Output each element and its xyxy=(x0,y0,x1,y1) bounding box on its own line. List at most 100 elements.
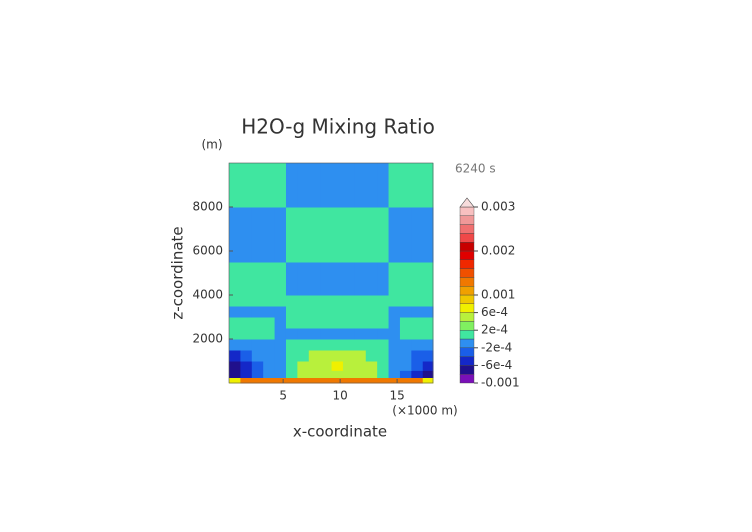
contour-cell xyxy=(297,350,310,362)
contour-cell xyxy=(365,185,378,197)
contour-cell xyxy=(320,377,333,384)
contour-cell xyxy=(274,273,287,285)
contour-cell xyxy=(229,229,241,241)
contour-cell xyxy=(320,306,333,318)
colorbar-band xyxy=(459,259,475,269)
contour-cell xyxy=(422,361,434,371)
contour-cell xyxy=(365,361,378,371)
contour-cell xyxy=(285,317,298,329)
contour-cell xyxy=(229,174,241,186)
contour-cell xyxy=(411,361,424,371)
colorbar-band xyxy=(459,365,475,375)
contour-cell xyxy=(399,207,412,219)
colorbar-band xyxy=(459,215,475,225)
contour-cell xyxy=(388,273,401,285)
x-tick-label: 5 xyxy=(279,389,287,403)
contour-cell xyxy=(297,284,310,296)
contour-cell xyxy=(377,306,390,318)
contour-cell xyxy=(263,218,276,230)
contour-cell xyxy=(399,350,412,362)
contour-cell xyxy=(229,377,241,384)
contour-cell xyxy=(399,196,412,208)
contour-cell xyxy=(422,185,434,197)
contour-cell xyxy=(331,339,344,351)
contour-cell xyxy=(274,317,287,329)
contour-cell xyxy=(377,196,390,208)
contour-cell xyxy=(354,284,367,296)
contour-cell xyxy=(342,273,355,285)
contour-cell xyxy=(377,317,390,329)
contour-cell xyxy=(388,295,401,307)
contour-cell xyxy=(342,339,355,351)
contour-cell xyxy=(274,350,287,362)
contour-cell xyxy=(342,163,355,175)
contour-cell xyxy=(354,207,367,219)
contour-cell xyxy=(274,306,287,318)
contour-cell xyxy=(388,229,401,241)
colorbar-band xyxy=(459,374,475,384)
contour-cell xyxy=(240,240,253,252)
contour-cell xyxy=(377,185,390,197)
contour-cell xyxy=(274,328,287,340)
contour-cell xyxy=(354,185,367,197)
contour-cell xyxy=(320,350,333,362)
contour-cell xyxy=(251,174,264,186)
contour-cell xyxy=(365,251,378,263)
contour-cell xyxy=(240,377,253,384)
contour-cell xyxy=(285,240,298,252)
contour-cell xyxy=(285,185,298,197)
contour-cell xyxy=(399,317,412,329)
contour-cell xyxy=(411,251,424,263)
contour-cell xyxy=(411,196,424,208)
contour-cell xyxy=(285,339,298,351)
contour-cell xyxy=(229,218,241,230)
contour-cell xyxy=(342,284,355,296)
contour-cell xyxy=(251,185,264,197)
contour-cell xyxy=(422,207,434,219)
contour-cell xyxy=(320,185,333,197)
contour-cell xyxy=(365,295,378,307)
contour-cell xyxy=(240,284,253,296)
contour-cell xyxy=(308,185,321,197)
contour-cell xyxy=(377,240,390,252)
contour-cell xyxy=(411,328,424,340)
contour-cell xyxy=(354,361,367,371)
contour-cell xyxy=(331,163,344,175)
contour-cell xyxy=(399,218,412,230)
contour-cell xyxy=(354,295,367,307)
contour-cell xyxy=(365,163,378,175)
contour-cell xyxy=(240,350,253,362)
contour-cell xyxy=(422,377,434,384)
contour-cell xyxy=(331,196,344,208)
contour-cell xyxy=(297,174,310,186)
contour-cell xyxy=(320,295,333,307)
contour-cell xyxy=(308,262,321,274)
contour-cell xyxy=(320,163,333,175)
contour-cell xyxy=(320,317,333,329)
contour-cell xyxy=(422,196,434,208)
contour-cell xyxy=(308,339,321,351)
contour-cell xyxy=(320,240,333,252)
contour-cell xyxy=(263,317,276,329)
colorbar-band xyxy=(459,303,475,313)
contour-cell xyxy=(365,370,378,378)
contour-cell xyxy=(251,377,264,384)
contour-cell xyxy=(263,273,276,285)
colorbar-band xyxy=(459,347,475,357)
colorbar-band xyxy=(459,250,475,261)
contour-cell xyxy=(240,370,253,378)
colorbar-band xyxy=(459,206,475,217)
contour-cell xyxy=(229,284,241,296)
contour-cell xyxy=(251,370,264,378)
contour-cell xyxy=(308,174,321,186)
contour-cell xyxy=(342,317,355,329)
contour-cell xyxy=(388,251,401,263)
contour-cell xyxy=(251,295,264,307)
contour-cell xyxy=(342,229,355,241)
colorbar-tick-label: 2e-4 xyxy=(481,323,508,337)
contour-cell xyxy=(240,295,253,307)
contour-cell xyxy=(285,218,298,230)
contour-cell xyxy=(251,218,264,230)
contour-cell xyxy=(297,361,310,371)
contour-cell xyxy=(274,370,287,378)
